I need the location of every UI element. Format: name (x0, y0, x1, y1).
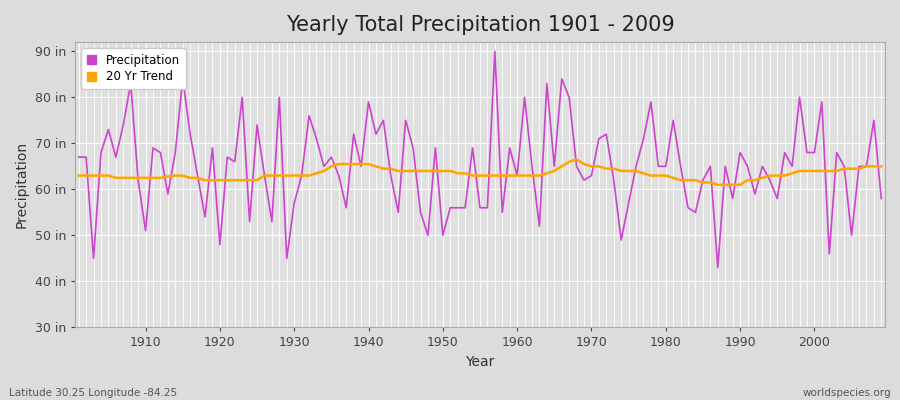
Precipitation (876, 196, 886, 201)
20 Yr Trend (572, 157, 582, 162)
20 Yr Trend (876, 164, 886, 169)
Precipitation (519, 95, 530, 100)
20 Yr Trend (132, 176, 143, 180)
Precipitation (490, 49, 500, 54)
Precipitation (296, 173, 307, 178)
20 Yr Trend (608, 166, 619, 171)
Precipitation (512, 173, 523, 178)
Y-axis label: Precipitation: Precipitation (15, 141, 29, 228)
20 Yr Trend (296, 173, 307, 178)
20 Yr Trend (73, 173, 84, 178)
Precipitation (132, 178, 143, 182)
Precipitation (608, 178, 619, 182)
Title: Yearly Total Precipitation 1901 - 2009: Yearly Total Precipitation 1901 - 2009 (285, 15, 674, 35)
20 Yr Trend (341, 162, 352, 166)
20 Yr Trend (713, 182, 724, 187)
Precipitation (341, 205, 352, 210)
20 Yr Trend (512, 173, 523, 178)
Line: 20 Yr Trend: 20 Yr Trend (78, 160, 881, 185)
Legend: Precipitation, 20 Yr Trend: Precipitation, 20 Yr Trend (81, 48, 185, 89)
Line: Precipitation: Precipitation (78, 51, 881, 268)
Precipitation (73, 155, 84, 160)
20 Yr Trend (504, 173, 515, 178)
Text: worldspecies.org: worldspecies.org (803, 388, 891, 398)
X-axis label: Year: Year (465, 355, 495, 369)
Text: Latitude 30.25 Longitude -84.25: Latitude 30.25 Longitude -84.25 (9, 388, 177, 398)
Precipitation (713, 265, 724, 270)
